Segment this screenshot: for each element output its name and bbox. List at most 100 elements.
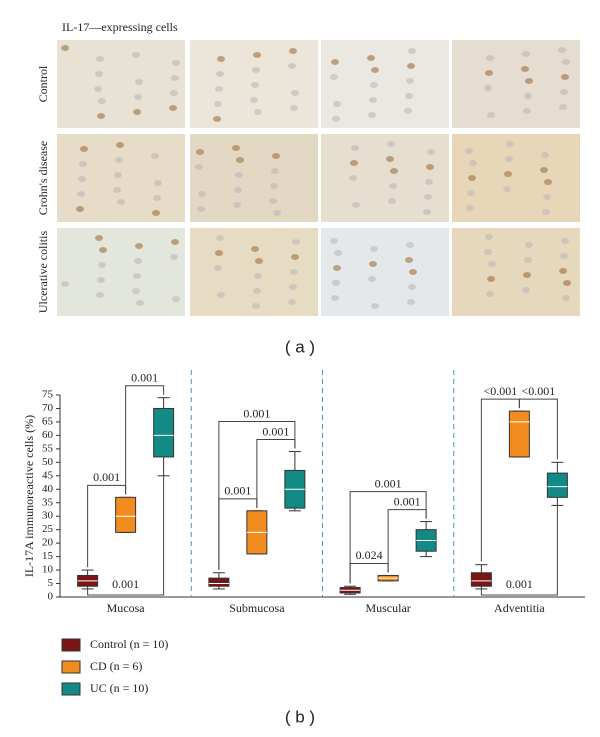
cell (560, 89, 568, 95)
cell (96, 56, 104, 62)
cell (487, 112, 495, 118)
cell (251, 246, 259, 252)
box (546, 472, 568, 498)
bracket (518, 398, 558, 460)
cell (289, 48, 297, 54)
cell (197, 206, 205, 212)
cell (333, 265, 341, 271)
cell (134, 258, 142, 264)
cell (525, 242, 533, 248)
cell (269, 198, 277, 204)
cell (134, 94, 142, 100)
cell (330, 74, 338, 80)
panel-a-label: ( a ) (285, 337, 315, 356)
cell (503, 186, 511, 192)
cell (291, 254, 299, 260)
p-value: 0.024 (356, 548, 383, 562)
y-tick-label: 60 (42, 429, 54, 441)
cell (216, 71, 224, 77)
cell (486, 291, 494, 297)
cell (408, 284, 416, 290)
cell (522, 51, 530, 57)
cell (560, 253, 568, 259)
cell (251, 82, 259, 88)
legend-label: CD (n = 6) (90, 659, 142, 673)
cell (406, 78, 414, 84)
y-tick-label: 45 (42, 469, 54, 481)
box (115, 496, 137, 533)
x-tick-label: Submucosa (229, 601, 285, 615)
cell (132, 52, 140, 58)
cell (151, 153, 159, 159)
cell (290, 105, 298, 111)
p-value: 0.001 (375, 476, 402, 490)
cell (115, 157, 123, 163)
legend-swatch (61, 660, 81, 674)
cell (170, 254, 178, 260)
cell (350, 160, 358, 166)
cell (561, 238, 569, 244)
cell (270, 183, 278, 189)
p-value: 0.001 (262, 424, 289, 438)
legend-label: UC (n = 10) (90, 681, 148, 695)
cell (369, 97, 377, 103)
cell (562, 295, 570, 301)
cell (198, 191, 206, 197)
cell (254, 109, 262, 115)
cell (387, 141, 395, 147)
cell (132, 288, 140, 294)
bracket (125, 385, 165, 495)
cell (542, 209, 550, 215)
cell (333, 101, 341, 107)
cell (559, 268, 567, 274)
cell (117, 199, 125, 205)
cell (98, 262, 106, 268)
cell (558, 47, 566, 53)
cell (504, 171, 512, 177)
cell (290, 269, 298, 275)
cell (424, 194, 432, 200)
cell (563, 280, 571, 286)
cell (370, 82, 378, 88)
box (153, 407, 175, 458)
micrograph (452, 40, 580, 128)
bracket (349, 491, 427, 584)
cell (562, 59, 570, 65)
cell (61, 45, 69, 51)
cell (371, 67, 379, 73)
cell (523, 272, 531, 278)
cell (95, 71, 103, 77)
cell (250, 97, 258, 103)
cell (172, 60, 180, 66)
cell (484, 85, 492, 91)
micrograph (321, 40, 449, 128)
cell (423, 209, 431, 215)
cell (425, 179, 433, 185)
y-tick-label: 5 (48, 577, 54, 589)
legend-swatch (61, 638, 81, 652)
micrograph (57, 40, 185, 128)
cell (561, 74, 569, 80)
bracket (480, 505, 558, 596)
cell (171, 239, 179, 245)
y-tick-label: 25 (42, 523, 54, 535)
cell (252, 303, 260, 309)
cell (216, 235, 224, 241)
cell (406, 242, 414, 248)
cell (171, 75, 179, 81)
micrograph (452, 228, 580, 316)
cell (271, 168, 279, 174)
bracket (87, 475, 165, 596)
cell (95, 235, 103, 241)
cell (234, 187, 242, 193)
p-value: 0.001 (394, 494, 421, 508)
cell (78, 176, 86, 182)
cell (273, 210, 281, 216)
y-tick-label: 40 (42, 483, 54, 495)
cell (215, 86, 223, 92)
cell (169, 105, 177, 111)
cell (540, 167, 548, 173)
row-label: Crohn's disease (36, 141, 50, 215)
cell (133, 273, 141, 279)
